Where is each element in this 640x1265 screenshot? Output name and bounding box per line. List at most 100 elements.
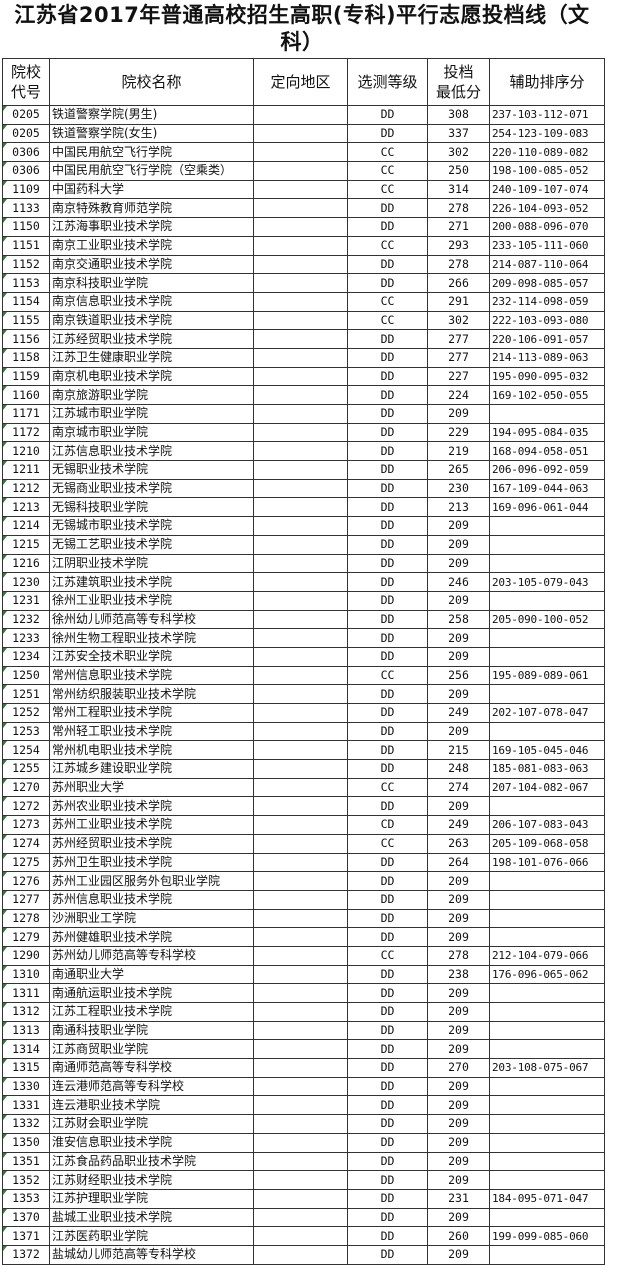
aux-score-cell: [489, 553, 605, 574]
region-cell: [253, 1188, 348, 1209]
code-cell: 1153: [2, 273, 50, 293]
score-cell: 266: [427, 273, 490, 293]
level-cell: DD: [347, 646, 428, 667]
level-cell: DD: [347, 1132, 428, 1153]
code-cell: 1255: [2, 759, 50, 779]
score-cell: 209: [427, 927, 490, 947]
score-cell: 249: [427, 815, 490, 835]
level-cell: DD: [347, 441, 428, 462]
school-name-cell: 苏州职业大学: [49, 777, 254, 798]
score-cell: 229: [427, 422, 490, 443]
aux-score-cell: 168-094-058-051: [489, 441, 605, 462]
school-name-cell: 江苏护理职业学院: [49, 1188, 254, 1209]
level-cell: CC: [347, 310, 428, 331]
aux-score-cell: 220-106-091-057: [489, 329, 605, 349]
region-cell: [253, 460, 348, 480]
score-cell: 209: [427, 516, 490, 536]
score-cell: 209: [427, 684, 490, 704]
region-cell: [253, 833, 348, 854]
level-cell: DD: [347, 254, 428, 275]
code-cell: 1154: [2, 291, 50, 312]
region-cell: [253, 366, 348, 387]
aux-score-cell: 232-114-098-059: [489, 291, 605, 312]
region-cell: [253, 759, 348, 779]
school-name-cell: 南京铁道职业技术学院: [49, 310, 254, 331]
score-cell: 209: [427, 908, 490, 929]
table-row: 1276 苏州工业园区服务外包职业学院 DD 209: [2, 871, 605, 891]
score-cell: 224: [427, 385, 490, 405]
school-name-cell: 江苏城市职业学院: [49, 404, 254, 424]
level-cell: DD: [347, 1207, 428, 1228]
level-cell: DD: [347, 534, 428, 555]
level-cell: DD: [347, 497, 428, 518]
school-name-cell: 江苏卫生健康职业学院: [49, 347, 254, 368]
code-cell: 1350: [2, 1132, 50, 1153]
level-cell: DD: [347, 385, 428, 405]
code-cell: 1274: [2, 833, 50, 854]
header-region: 定向地区: [253, 58, 348, 106]
code-cell: 1210: [2, 441, 50, 462]
school-name-cell: 江苏财经职业技术学院: [49, 1170, 254, 1190]
aux-score-cell: [489, 1151, 605, 1172]
level-cell: DD: [347, 964, 428, 985]
aux-score-cell: [489, 889, 605, 910]
score-cell: 278: [427, 198, 490, 219]
school-name-cell: 盐城幼儿师范高等专科学校: [49, 1244, 254, 1265]
code-cell: 1273: [2, 815, 50, 835]
code-cell: 1353: [2, 1188, 50, 1209]
level-cell: DD: [347, 347, 428, 368]
aux-score-cell: 240-109-107-074: [489, 179, 605, 200]
school-name-cell: 苏州工业职业技术学院: [49, 815, 254, 835]
region-cell: [253, 1151, 348, 1172]
level-cell: DD: [347, 1095, 428, 1116]
aux-score-cell: 209-098-085-057: [489, 273, 605, 293]
level-cell: CC: [347, 833, 428, 854]
school-name-cell: 连云港职业技术学院: [49, 1095, 254, 1116]
code-cell: 1211: [2, 460, 50, 480]
region-cell: [253, 441, 348, 462]
table-row: 1278 沙洲职业工学院 DD 209: [2, 908, 605, 929]
score-cell: 270: [427, 1058, 490, 1078]
level-cell: DD: [347, 908, 428, 929]
aux-score-cell: [489, 1002, 605, 1022]
code-cell: 1215: [2, 534, 50, 555]
aux-score-cell: 198-101-076-066: [489, 852, 605, 873]
school-name-cell: 苏州幼儿师范高等专科学校: [49, 945, 254, 966]
level-cell: DD: [347, 1002, 428, 1022]
score-cell: 209: [427, 1020, 490, 1041]
aux-score-cell: 206-107-083-043: [489, 815, 605, 835]
aux-score-cell: [489, 908, 605, 929]
school-name-cell: 徐州工业职业技术学院: [49, 590, 254, 611]
level-cell: DD: [347, 329, 428, 349]
school-name-cell: 苏州信息职业技术学院: [49, 889, 254, 910]
table-row: 1255 江苏城乡建设职业学院 DD 248 185-081-083-063: [2, 759, 605, 779]
region-cell: [253, 684, 348, 704]
score-cell: 209: [427, 1170, 490, 1190]
code-cell: 1254: [2, 740, 50, 761]
school-name-cell: 中国药科大学: [49, 179, 254, 200]
region-cell: [253, 945, 348, 966]
table-row: 1216 江阴职业技术学院 DD 209: [2, 553, 605, 574]
aux-score-cell: 184-095-071-047: [489, 1188, 605, 1209]
table-row: 1172 南京城市职业学院 DD 229 194-095-084-035: [2, 422, 605, 443]
aux-score-cell: [489, 628, 605, 648]
region-cell: [253, 198, 348, 219]
score-cell: 209: [427, 534, 490, 555]
score-cell: 278: [427, 945, 490, 966]
region-cell: [253, 1058, 348, 1078]
score-cell: 209: [427, 553, 490, 574]
level-cell: DD: [347, 703, 428, 723]
aux-score-cell: 237-103-112-071: [489, 105, 605, 125]
region-cell: [253, 310, 348, 331]
region-cell: [253, 516, 348, 536]
level-cell: CC: [347, 777, 428, 798]
code-cell: 1351: [2, 1151, 50, 1172]
level-cell: DD: [347, 740, 428, 761]
table-row: 1310 南通职业大学 DD 238 176-096-065-062: [2, 964, 605, 985]
code-cell: 1234: [2, 646, 50, 667]
aux-score-cell: 169-096-061-044: [489, 497, 605, 518]
table-row: 1159 南京机电职业技术学院 DD 227 195-090-095-032: [2, 366, 605, 387]
score-cell: 337: [427, 123, 490, 144]
code-cell: 1171: [2, 404, 50, 424]
aux-score-cell: 198-100-085-052: [489, 161, 605, 181]
